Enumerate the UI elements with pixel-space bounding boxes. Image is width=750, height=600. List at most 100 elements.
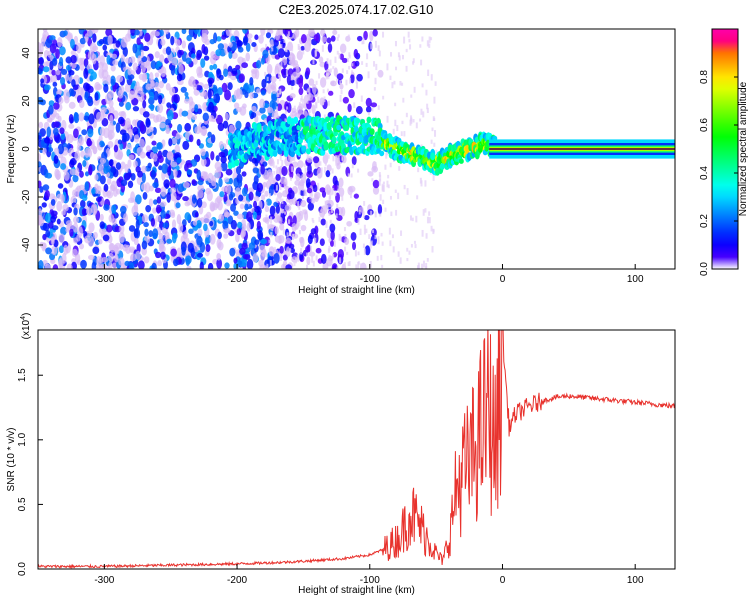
noise-speck [223,233,229,239]
noise-speck [57,143,65,155]
noise-streak [433,142,436,147]
noise-streak [397,52,400,58]
noise-streak [273,246,276,254]
noise-speck [247,187,255,193]
noise-streak [300,52,303,58]
noise-speck [216,68,222,79]
noise-speck [252,210,257,220]
noise-speck [51,245,58,256]
noise-speck [248,82,255,93]
noise-streak [336,266,339,269]
colorbar-label: Normalized spectral amplitude [738,81,749,216]
noise-streak [285,69,288,76]
noise-speck [215,49,222,57]
noise-speck [155,114,162,123]
noise-speck [230,74,237,81]
trace-blob [344,124,350,132]
noise-speck [245,52,251,62]
noise-speck [270,76,277,83]
noise-streak [302,195,305,200]
noise-speck [135,194,142,205]
noise-streak [275,137,278,142]
noise-speck [38,260,44,269]
noise-streak [281,198,284,204]
noise-speck [224,89,231,101]
noise-streak [433,117,436,121]
noise-streak [341,154,344,161]
noise-speck [196,53,201,61]
noise-speck [281,165,288,177]
noise-speck [203,83,209,90]
noise-speck [43,61,49,67]
noise-speck [217,122,225,132]
noise-streak [279,88,282,95]
noise-speck [127,74,135,80]
noise-speck [157,94,163,105]
noise-speck [83,67,89,79]
noise-speck [178,222,184,233]
noise-streak [430,139,433,144]
noise-speck [191,53,196,59]
noise-streak [268,239,271,244]
noise-streak [303,163,306,168]
noise-speck [127,180,134,189]
noise-speck [262,248,267,258]
noise-streak [302,50,305,55]
noise-speck [205,187,212,195]
noise-speck [218,213,225,222]
noise-streak [412,61,415,65]
noise-speck [76,185,82,192]
noise-speck [228,124,235,134]
noise-streak [390,52,393,57]
noise-streak [365,62,368,67]
noise-speck [264,205,270,213]
noise-speck [300,236,305,248]
noise-streak [267,223,270,229]
noise-streak [293,261,296,267]
noise-speck [237,221,243,229]
noise-speck [291,197,297,205]
noise-speck [68,101,76,109]
noise-speck [312,184,318,193]
noise-streak [275,69,278,73]
x-tick-label: -300 [94,575,114,586]
noise-speck [63,244,69,255]
noise-speck [45,212,52,223]
noise-streak [363,248,366,255]
noise-speck [171,56,178,66]
noise-speck [142,45,150,52]
noise-speck [130,191,135,203]
noise-streak [270,232,273,238]
noise-speck [55,112,60,120]
noise-streak [421,36,424,42]
noise-speck [310,197,316,204]
noise-speck [348,89,355,99]
noise-streak [410,94,413,98]
noise-speck [248,191,254,201]
noise-speck [184,91,189,97]
noise-speck [55,48,60,59]
noise-speck [87,128,94,138]
noise-speck [216,252,221,261]
noise-speck [169,86,176,96]
noise-speck [45,172,53,179]
noise-streak [409,215,412,221]
noise-speck [161,163,169,174]
noise-streak [314,237,317,245]
noise-streak [336,37,339,41]
noise-streak [378,172,381,177]
noise-streak [274,112,277,118]
noise-speck [254,34,259,40]
noise-streak [337,34,340,38]
noise-streak [286,232,289,238]
noise-speck [60,132,66,141]
noise-speck [145,117,151,128]
noise-streak [425,233,428,239]
noise-speck [199,242,206,253]
noise-speck [203,55,210,61]
x-axis-label: Height of straight line (km) [298,585,415,596]
noise-speck [199,261,204,269]
noise-streak [348,261,351,266]
noise-speck [170,248,177,257]
noise-streak [363,201,366,206]
